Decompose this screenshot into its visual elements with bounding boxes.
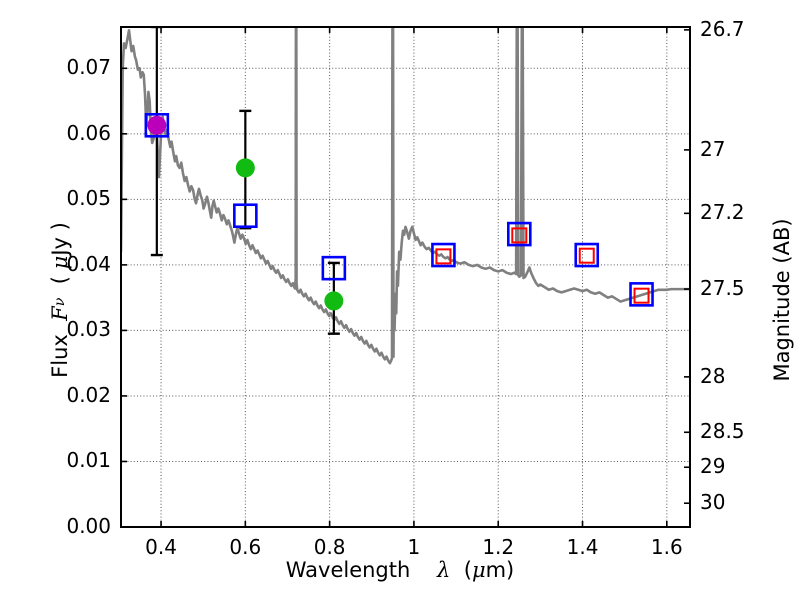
tick-label: 27.2	[700, 200, 745, 225]
tick-label: 26.7	[700, 16, 745, 41]
tick-label: 28.5	[700, 419, 745, 444]
y-unit-rest: Jy )	[48, 222, 72, 256]
data-markers	[144, 112, 654, 311]
tick-label: 1.6	[650, 535, 683, 559]
tick-label: 0.02	[66, 382, 111, 407]
tick-label: 1.4	[566, 535, 599, 559]
lambda-symbol: λ	[437, 558, 451, 582]
mu-symbol-y: μ	[48, 255, 72, 270]
error-bars	[150, 27, 340, 335]
y-right-axis-label: Magnitude (AB)	[770, 218, 794, 382]
grid-lines	[121, 27, 690, 527]
x-axis-label-text: Wavelength	[285, 558, 411, 582]
tick-label: 0.8	[313, 535, 346, 559]
tick-label: 30	[700, 490, 726, 515]
axes-frame	[120, 26, 691, 528]
tick-label: 0.6	[229, 535, 262, 559]
tick-label: 0.05	[66, 186, 111, 211]
tick-label: 0.07	[66, 55, 111, 80]
x-unit-open: (	[463, 558, 472, 582]
tick-label: 0.03	[66, 317, 111, 342]
tick-label: 27	[700, 136, 726, 161]
tick-label: 1	[407, 535, 421, 559]
y-unit-open: (	[48, 276, 72, 285]
mu-symbol-x: μ	[471, 558, 486, 582]
flux-F-symbol: F	[48, 306, 72, 321]
tick-label: 27.5	[700, 276, 745, 301]
y-left-label-text: Flux	[48, 334, 72, 378]
tick-label: 0.04	[66, 251, 111, 276]
tick-label: 1.2	[482, 535, 515, 559]
tick-label: 0.01	[66, 448, 111, 473]
tick-label: 28	[700, 363, 726, 388]
x-unit-rest: m)	[485, 558, 515, 582]
x-axis-label: Wavelength λ (μm)	[100, 558, 700, 582]
nu-subscript: ν	[52, 297, 68, 307]
tick-label: 0.06	[66, 120, 111, 145]
tick-label: 0.00	[66, 514, 111, 538]
tick-label: 0.4	[145, 535, 177, 559]
spectrum-curve	[121, 27, 690, 365]
axis-ticks	[121, 27, 690, 528]
tick-label: 29	[700, 454, 726, 479]
